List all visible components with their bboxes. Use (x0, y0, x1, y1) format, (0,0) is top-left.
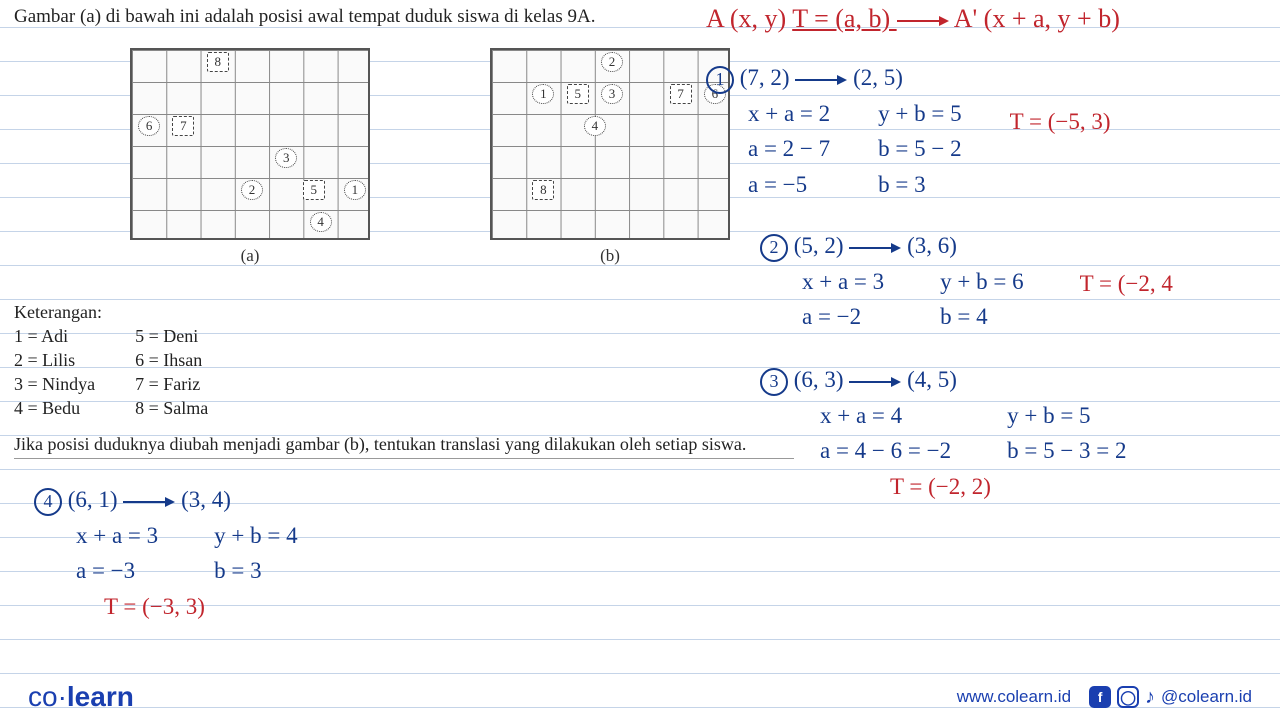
arrow-icon (849, 242, 901, 254)
footer-url: www.colearn.id (957, 687, 1071, 707)
seat-4: 4 (584, 116, 606, 136)
legend-item: 7 = Fariz (135, 372, 208, 396)
grid-a-wrap: 12345678 (a) (130, 48, 370, 266)
arrow-icon (795, 74, 847, 86)
seat-1: 1 (344, 180, 366, 200)
seat-8: 8 (532, 180, 554, 200)
seat-2: 2 (601, 52, 623, 72)
legend: Keterangan: 1 = Adi2 = Lilis3 = Nindya4 … (14, 300, 208, 420)
legend-item: 1 = Adi (14, 324, 95, 348)
grid-b-label: (b) (600, 246, 620, 266)
legend-item: 5 = Deni (135, 324, 208, 348)
formula-line: A (x, y) T = (a, b) A' (x + a, y + b) (706, 4, 1120, 34)
step3-badge: 3 (760, 368, 788, 396)
seat-7: 7 (172, 116, 194, 136)
instagram-icon: ◯ (1117, 686, 1139, 708)
formula-T: T = (a, b) (792, 4, 896, 33)
facebook-icon: f (1089, 686, 1111, 708)
brand-logo: co·learn (28, 681, 134, 713)
problem-intro: Gambar (a) di bawah ini adalah posisi aw… (14, 6, 595, 28)
seat-1: 1 (532, 84, 554, 104)
seat-8: 8 (207, 52, 229, 72)
seat-3: 3 (601, 84, 623, 104)
grid-a: 12345678 (130, 48, 370, 240)
step2-badge: 2 (760, 234, 788, 262)
seat-7: 7 (670, 84, 692, 104)
seat-2: 2 (241, 180, 263, 200)
arrow-icon (849, 376, 901, 388)
seat-5: 5 (567, 84, 589, 104)
arrow-icon (897, 15, 949, 27)
grids-container: 12345678 (a) 12345678 (b) (130, 48, 730, 266)
seat-6: 6 (138, 116, 160, 136)
step2: 2 (5, 2) (3, 6) x + a = 3 a = −2 y + b =… (760, 228, 1173, 335)
socials: f ◯ ♪ @colearn.id (1089, 686, 1252, 709)
grid-b: 12345678 (490, 48, 730, 240)
legend-item: 8 = Salma (135, 396, 208, 420)
seat-3: 3 (275, 148, 297, 168)
step4-badge: 4 (34, 488, 62, 516)
legend-item: 6 = Ihsan (135, 348, 208, 372)
footer: co·learn www.colearn.id f ◯ ♪ @colearn.i… (0, 674, 1280, 720)
handle: @colearn.id (1161, 687, 1252, 707)
legend-title: Keterangan: (14, 300, 208, 324)
legend-col-b: 5 = Deni6 = Ihsan7 = Fariz8 = Salma (135, 324, 208, 420)
seat-5: 5 (303, 180, 325, 200)
legend-item: 4 = Bedu (14, 396, 95, 420)
legend-item: 3 = Nindya (14, 372, 95, 396)
instruction-text: Jika posisi duduknya diubah menjadi gamb… (14, 432, 794, 459)
grid-b-wrap: 12345678 (b) (490, 48, 730, 266)
legend-item: 2 = Lilis (14, 348, 95, 372)
step3: 3 (6, 3) (4, 5) x + a = 4 a = 4 − 6 = −2… (760, 362, 1127, 505)
grid-a-label: (a) (241, 246, 260, 266)
step1-badge: 1 (706, 66, 734, 94)
tiktok-icon: ♪ (1145, 686, 1155, 709)
seat-4: 4 (310, 212, 332, 232)
arrow-icon (123, 496, 175, 508)
step1: 1 (7, 2) (2, 5) x + a = 2 a = 2 − 7 a = … (706, 60, 1111, 203)
step4: 4 (6, 1) (3, 4) x + a = 3 a = −3 y + b =… (34, 482, 298, 625)
legend-col-a: 1 = Adi2 = Lilis3 = Nindya4 = Bedu (14, 324, 95, 420)
